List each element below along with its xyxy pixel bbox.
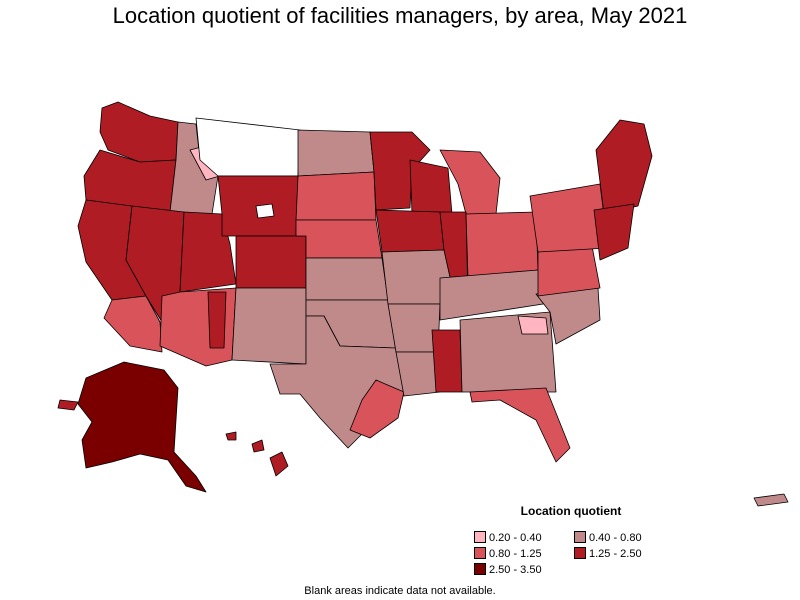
region-alaska [77, 361, 207, 493]
legend-item-3: 1.25 - 2.50 [574, 547, 642, 560]
legend-label-2: 0.80 - 1.25 [489, 548, 542, 560]
region-north-dakota [297, 129, 375, 177]
region-wisconsin [409, 159, 453, 215]
region-idaho [169, 121, 219, 215]
legend-swatch-0 [474, 531, 486, 543]
region-new-mexico-east [207, 291, 227, 349]
legend-swatch-4 [474, 563, 486, 575]
legend-label-3: 1.25 - 2.50 [589, 548, 642, 560]
region-hawaii-oahu [225, 431, 237, 441]
region-florida [469, 387, 571, 463]
region-kansas [305, 257, 389, 301]
region-louisiana [395, 351, 441, 397]
region-south-dakota [295, 171, 377, 221]
region-mississippi [431, 329, 463, 393]
region-nebraska [295, 219, 383, 259]
legend-item-1: 0.40 - 0.80 [574, 531, 642, 544]
legend-label-4: 2.50 - 3.50 [489, 564, 542, 576]
data-availability-note: Blank areas indicate data not available. [304, 585, 496, 597]
legend-item-0: 0.20 - 0.40 [474, 531, 542, 544]
region-wyoming-blank [255, 203, 275, 219]
legend-swatch-2 [474, 547, 486, 559]
legend-title: Location quotient [520, 504, 622, 518]
region-carolinas-low [517, 315, 549, 335]
region-arkansas [387, 303, 441, 353]
region-washington [99, 101, 179, 163]
legend-label-0: 0.20 - 0.40 [489, 532, 542, 544]
region-new-mexico [231, 287, 307, 365]
region-indiana-ohio [465, 211, 539, 279]
legend-item-2: 0.80 - 1.25 [474, 547, 542, 560]
map-title: Location quotient of facilities managers… [112, 3, 688, 28]
region-hawaii-big [269, 451, 289, 477]
region-hawaii-maui [251, 439, 265, 453]
legend-swatch-3 [574, 547, 586, 559]
legend-label-1: 0.40 - 0.80 [589, 532, 642, 544]
region-puerto-rico [753, 493, 789, 507]
region-new-england [595, 119, 653, 215]
region-alaska-islands [57, 399, 79, 411]
region-mid-atlantic [593, 203, 635, 261]
region-iowa [375, 209, 445, 253]
region-montana [195, 117, 301, 177]
region-virginia [537, 245, 601, 297]
legend-item-4: 2.50 - 3.50 [474, 563, 542, 576]
legend-swatch-1 [574, 531, 586, 543]
contiguous-us [77, 101, 653, 463]
region-colorado [235, 235, 307, 289]
